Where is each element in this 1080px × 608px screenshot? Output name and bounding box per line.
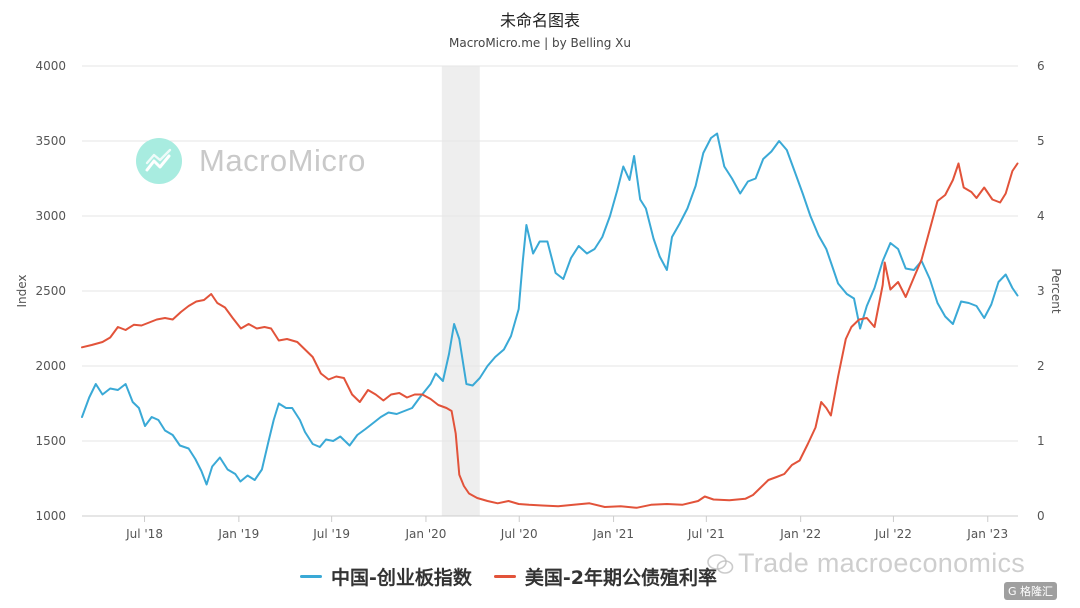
x-tick-label: Jan '21 bbox=[592, 527, 634, 541]
series-line-chinext bbox=[81, 132, 1019, 486]
x-tick-label: Jul '21 bbox=[687, 527, 725, 541]
x-tick-label: Jul '18 bbox=[125, 527, 163, 541]
y2-tick-label: 2 bbox=[1037, 359, 1045, 373]
x-tick-label: Jul '19 bbox=[312, 527, 350, 541]
x-tick-label: Jul '20 bbox=[500, 527, 538, 541]
overlay-watermark: Trade macroeconomics bbox=[706, 548, 1025, 579]
y2-tick-label: 1 bbox=[1037, 434, 1045, 448]
y-tick-label: 2500 bbox=[35, 284, 66, 298]
chart-title: 未命名图表 bbox=[499, 11, 580, 30]
x-tick-label: Jul '22 bbox=[874, 527, 912, 541]
brand-badge: G 格隆汇 bbox=[1004, 582, 1058, 600]
y2-tick-label: 4 bbox=[1037, 209, 1045, 223]
legend-item-chinext[interactable]: 中国-创业板指数 bbox=[300, 563, 472, 590]
x-tick-label: Jan '20 bbox=[405, 527, 447, 541]
legend-label: 美国-2年期公债殖利率 bbox=[524, 567, 717, 589]
legend-item-us-2y-yield[interactable]: 美国-2年期公债殖利率 bbox=[493, 563, 717, 590]
y-tick-label: 1500 bbox=[35, 434, 66, 448]
legend-label: 中国-创业板指数 bbox=[331, 567, 472, 589]
chart-subtitle: MacroMicro.me | by Belling Xu bbox=[449, 36, 631, 50]
series-line-us-2y-yield bbox=[81, 162, 1019, 509]
macromicro-watermark: MacroMicro bbox=[136, 138, 366, 184]
y-axis-title: Index bbox=[15, 274, 29, 307]
x-tick-label: Jan '22 bbox=[779, 527, 821, 541]
y-tick-label: 1000 bbox=[35, 509, 66, 523]
y2-tick-label: 5 bbox=[1037, 134, 1045, 148]
legend: 中国-创业板指数 美国-2年期公债殖利率 bbox=[300, 563, 739, 590]
y2-tick-label: 6 bbox=[1037, 59, 1045, 73]
y-tick-label: 3500 bbox=[35, 134, 66, 148]
legend-swatch bbox=[493, 575, 516, 578]
y-tick-label: 3000 bbox=[35, 209, 66, 223]
overlay-watermark-text: Trade macroeconomics bbox=[738, 548, 1026, 578]
wechat-icon bbox=[707, 553, 734, 574]
y-tick-label: 4000 bbox=[35, 59, 66, 73]
y2-tick-label: 3 bbox=[1037, 284, 1045, 298]
legend-swatch bbox=[300, 575, 322, 578]
macromicro-watermark-text: MacroMicro bbox=[199, 143, 366, 178]
y-tick-label: 2000 bbox=[35, 359, 66, 373]
x-tick-label: Jan '19 bbox=[217, 527, 259, 541]
x-tick-label: Jan '23 bbox=[966, 527, 1008, 541]
macromicro-logo-icon bbox=[136, 138, 182, 184]
y2-axis-title: Percent bbox=[1049, 268, 1063, 313]
y2-tick-label: 0 bbox=[1037, 509, 1045, 523]
